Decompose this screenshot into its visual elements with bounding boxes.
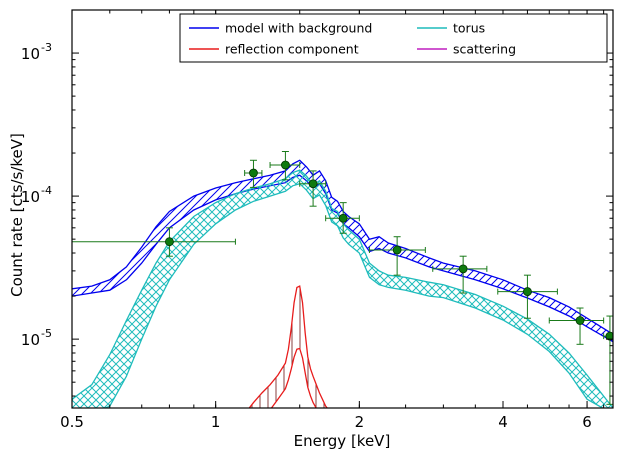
data-point-marker [458, 264, 468, 274]
x-tick-label: 0.5 [60, 413, 84, 431]
legend-entry: scattering [417, 42, 516, 57]
legend-label: torus [453, 21, 485, 36]
series-lower-line-torus [103, 182, 604, 408]
series-band-torus [72, 170, 613, 408]
series-lower-line-reflection-component [270, 347, 317, 408]
y-tick-label: 10 [21, 45, 40, 63]
legend-label: model with background [225, 21, 372, 36]
data-point-marker [165, 237, 174, 247]
x-axis-label: Energy [keV] [294, 432, 391, 450]
y-axis-label: Count rate [cts/s/keV] [8, 133, 26, 297]
data-point [325, 202, 360, 234]
data-point [497, 274, 558, 319]
legend-entry: model with background [189, 21, 372, 36]
y-tick-label-exponent: -5 [41, 327, 52, 340]
plot-frame [71, 9, 614, 409]
data-point [603, 315, 613, 405]
x-tick-label: 1 [211, 413, 221, 431]
x-tick-label: 6 [582, 413, 592, 431]
data-point [72, 227, 236, 257]
data-point [368, 236, 426, 276]
data-points [72, 151, 613, 405]
data-point-marker [308, 179, 318, 189]
data-point-marker [338, 213, 348, 223]
series-upper-line-reflection-component [248, 285, 328, 408]
data-point [299, 170, 327, 207]
y-tick-label-exponent: -4 [41, 184, 52, 197]
y-tick-label-exponent: -3 [41, 41, 52, 54]
x-tick-label: 2 [355, 413, 365, 431]
series-band-model-with-background [72, 160, 613, 342]
legend: model with background torus reflection com… [179, 13, 608, 63]
series-model-with-background [72, 159, 613, 343]
y-tick-label: 10 [21, 331, 40, 349]
legend-entry: torus [417, 21, 485, 36]
legend-frame [179, 13, 608, 63]
series-lower-line-model-with-background [72, 174, 613, 343]
legend-label: scattering [453, 42, 516, 57]
data-point-marker [249, 168, 258, 178]
data-point-marker [523, 287, 532, 296]
data-point [432, 255, 488, 294]
series-band-reflection-component [249, 286, 328, 408]
data-point [244, 159, 263, 188]
x-tick-label: 4 [498, 413, 508, 431]
data-point-marker [575, 316, 585, 325]
series-reflection-component [248, 285, 328, 408]
data-point [269, 151, 301, 181]
data-point-marker [605, 331, 613, 341]
data-point [548, 307, 605, 345]
legend-label: reflection component [225, 42, 359, 57]
y-tick-label: 10 [21, 188, 40, 206]
data-point-marker [281, 160, 290, 170]
legend-entry: reflection component [189, 42, 359, 57]
data-point-marker [392, 245, 402, 255]
